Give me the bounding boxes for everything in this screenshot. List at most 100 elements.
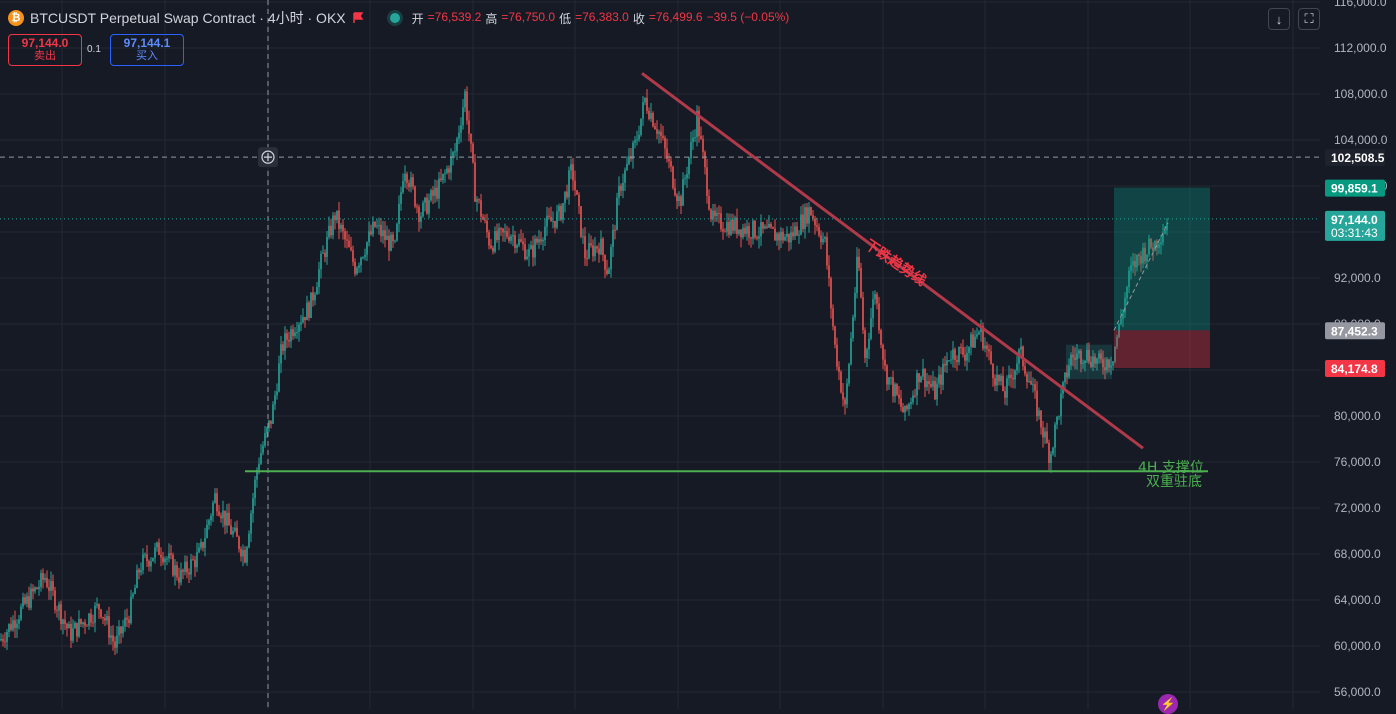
candle-body: [164, 558, 166, 563]
candle-body: [996, 374, 998, 386]
candle-body: [396, 223, 398, 241]
candle-body: [1012, 377, 1014, 380]
candle-body: [686, 174, 688, 179]
candle-body: [1136, 254, 1138, 268]
candle-body: [1094, 356, 1096, 364]
candle-body: [902, 407, 904, 413]
candle-body: [24, 597, 26, 604]
candle-body: [1088, 349, 1090, 362]
buy-price: 97,144.1: [123, 36, 171, 50]
candle-body: [310, 292, 312, 318]
long-position-tool[interactable]: [1066, 187, 1210, 380]
candle-body: [560, 205, 562, 220]
candle-body: [492, 247, 494, 252]
candle-body: [102, 617, 104, 619]
candle-body: [520, 239, 522, 242]
flag-icon[interactable]: [352, 12, 364, 24]
candle-body: [232, 531, 234, 535]
candle-body: [926, 381, 928, 388]
candle-body: [32, 588, 34, 592]
candle-body: [506, 231, 508, 237]
candle-body: [1000, 375, 1002, 382]
candle-body: [820, 235, 822, 243]
candle-body: [254, 479, 256, 499]
candle-body: [594, 246, 596, 257]
candle-body: [934, 380, 936, 400]
candle-body: [826, 237, 828, 266]
candle-body: [1152, 247, 1154, 252]
candle-body: [104, 617, 106, 621]
sell-button[interactable]: 97,144.0 卖出: [8, 34, 82, 66]
candle-body: [146, 554, 148, 562]
candle-body: [38, 587, 40, 590]
candle-body: [756, 237, 758, 239]
candle-body: [736, 217, 738, 234]
arrow-down-icon[interactable]: ↓: [1268, 8, 1290, 30]
candle-body: [184, 561, 186, 572]
candle-body: [136, 569, 138, 588]
candle-body: [768, 224, 770, 228]
candle-body: [468, 120, 470, 134]
candle-body: [14, 620, 16, 629]
candle-body: [1126, 287, 1128, 299]
candle-body: [58, 604, 60, 611]
candle-body: [962, 347, 964, 355]
candle-body: [84, 622, 86, 626]
candle-body: [952, 349, 954, 360]
close-label: 收: [632, 11, 645, 26]
candle-body: [724, 231, 726, 233]
candle-body: [584, 236, 586, 259]
candle-body: [372, 221, 374, 235]
candle-body: [950, 359, 952, 361]
candle-body: [1100, 353, 1102, 360]
candle-body: [618, 185, 620, 198]
candle-body: [538, 239, 540, 243]
candle-body: [474, 162, 476, 202]
candle-body: [2, 639, 4, 642]
lightning-icon[interactable]: ⚡: [1158, 694, 1178, 714]
fullscreen-icon[interactable]: ⛶: [1298, 8, 1320, 30]
candle-body: [808, 207, 810, 224]
candle-body: [20, 606, 22, 620]
candle-body: [106, 616, 108, 621]
candle-body: [1054, 424, 1056, 448]
order-size[interactable]: 0.1: [87, 44, 101, 55]
candlesticks: [0, 86, 1168, 656]
candle-body: [798, 234, 800, 236]
candle-body: [600, 238, 602, 255]
candle-body: [158, 542, 160, 555]
candle-body: [40, 573, 42, 588]
candle-body: [54, 590, 56, 610]
candle-body: [64, 619, 66, 624]
candle-body: [472, 143, 474, 163]
symbol-title[interactable]: BTCUSDT Perpetual Swap Contract · 4小时 · …: [30, 10, 346, 26]
candle-body: [838, 366, 840, 372]
candle-body: [122, 626, 124, 634]
candle-body: [404, 173, 406, 181]
candle-body: [760, 222, 762, 237]
price-axis[interactable]: 56,000.0 60,000.0 64,000.0 68,000.0 72,000.0…: [1320, 0, 1396, 709]
candle-body: [378, 224, 380, 226]
candle-body: [326, 236, 328, 257]
candle-body: [714, 210, 716, 217]
candle-body: [786, 233, 788, 238]
candle-body: [748, 226, 750, 238]
candle-body: [992, 363, 994, 379]
candle-body: [414, 186, 416, 207]
candle-body: [80, 619, 82, 625]
candle-body: [518, 239, 520, 246]
candle-body: [1058, 416, 1060, 418]
candle-body: [890, 377, 892, 379]
candle-body: [1150, 238, 1152, 248]
candle-body: [362, 257, 364, 259]
candle-body: [342, 224, 344, 232]
tick-label: 64,000.0: [1334, 593, 1381, 607]
candle-body: [238, 536, 240, 550]
candle-body: [984, 345, 986, 349]
candle-body: [1040, 410, 1042, 428]
candle-body: [758, 236, 760, 239]
countdown-text: 03:31:43: [1331, 226, 1378, 240]
candle-body: [282, 344, 284, 351]
buy-button[interactable]: 97,144.1 买入: [110, 34, 184, 66]
